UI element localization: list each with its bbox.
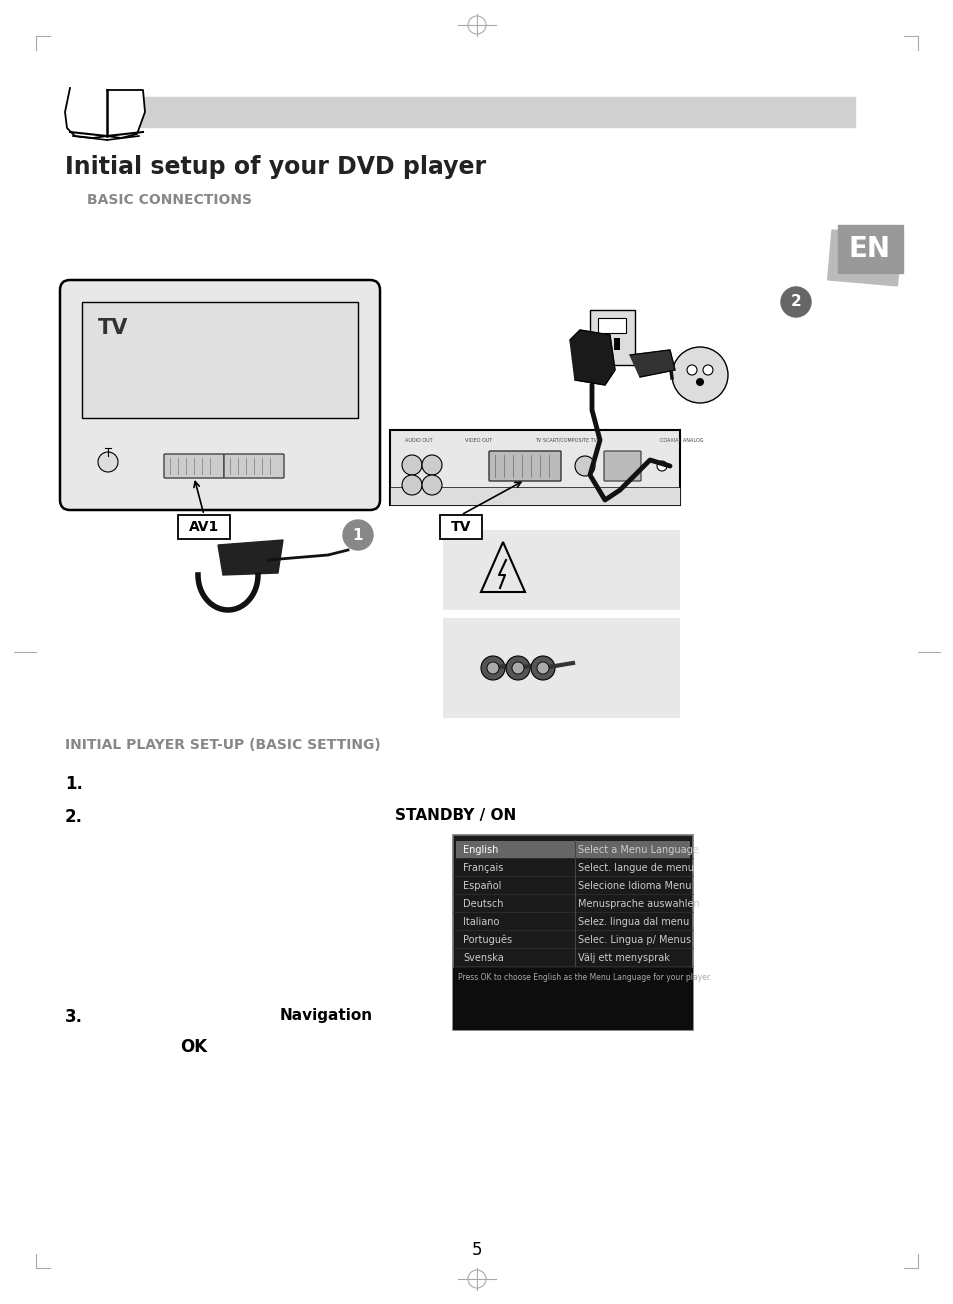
Text: AV1: AV1: [189, 520, 219, 535]
Bar: [827, 230, 901, 286]
Bar: [456, 841, 689, 858]
Circle shape: [98, 452, 118, 472]
Text: Selecione Idioma Menu: Selecione Idioma Menu: [578, 882, 691, 891]
Circle shape: [696, 378, 703, 386]
Circle shape: [531, 656, 555, 679]
Text: VIDEO OUT: VIDEO OUT: [464, 438, 492, 443]
Text: Svenska: Svenska: [462, 953, 503, 962]
Circle shape: [671, 347, 727, 403]
Circle shape: [781, 287, 810, 317]
Bar: [390, 486, 679, 505]
Bar: [439, 515, 481, 539]
Circle shape: [343, 520, 373, 550]
Text: Deutsch: Deutsch: [462, 898, 503, 909]
Text: Italiano: Italiano: [462, 917, 498, 927]
Circle shape: [505, 656, 530, 679]
Circle shape: [686, 365, 697, 376]
Bar: [178, 515, 230, 539]
Text: 2: 2: [790, 295, 801, 309]
Circle shape: [401, 455, 421, 475]
Text: Español: Español: [462, 882, 501, 891]
Text: COAXIAL ANALOG: COAXIAL ANALOG: [659, 438, 702, 443]
Bar: [390, 430, 679, 505]
Bar: [442, 529, 679, 610]
Bar: [614, 338, 619, 349]
Circle shape: [512, 662, 523, 674]
Text: 1: 1: [353, 528, 363, 542]
Polygon shape: [629, 349, 675, 377]
Text: Navigation: Navigation: [280, 1008, 373, 1024]
Text: Select a Menu Language: Select a Menu Language: [578, 845, 698, 855]
Circle shape: [657, 462, 666, 471]
Text: 5: 5: [471, 1241, 482, 1258]
Bar: [453, 968, 692, 1030]
FancyBboxPatch shape: [224, 454, 284, 479]
Polygon shape: [569, 330, 615, 385]
Text: TV SCART/COMPOSITE TV: TV SCART/COMPOSITE TV: [535, 438, 597, 443]
Polygon shape: [107, 90, 145, 138]
Bar: [589, 310, 635, 365]
Circle shape: [480, 656, 504, 679]
Text: English: English: [462, 845, 497, 855]
Polygon shape: [65, 87, 107, 138]
Text: AUDIO OUT: AUDIO OUT: [405, 438, 432, 443]
Bar: [82, 303, 357, 417]
Text: 1.: 1.: [65, 775, 83, 793]
Circle shape: [486, 662, 498, 674]
Polygon shape: [218, 540, 283, 575]
Text: Português: Português: [462, 935, 512, 945]
Bar: [128, 96, 854, 126]
Text: STANDBY / ON: STANDBY / ON: [395, 808, 516, 823]
Text: Selez. lingua dal menu: Selez. lingua dal menu: [578, 917, 688, 927]
Bar: [453, 835, 692, 1030]
Text: EN: EN: [848, 235, 890, 263]
Circle shape: [401, 475, 421, 496]
Text: INITIAL PLAYER SET-UP (BASIC SETTING): INITIAL PLAYER SET-UP (BASIC SETTING): [65, 738, 380, 752]
Text: BASIC CONNECTIONS: BASIC CONNECTIONS: [87, 193, 252, 207]
Text: Initial setup of your DVD player: Initial setup of your DVD player: [65, 155, 486, 179]
Text: Välj ett menysprak: Välj ett menysprak: [578, 953, 669, 962]
Text: OK: OK: [180, 1038, 207, 1056]
Text: Select. langue de menu: Select. langue de menu: [578, 863, 693, 872]
Circle shape: [421, 475, 441, 496]
FancyBboxPatch shape: [164, 454, 224, 479]
Circle shape: [702, 365, 712, 376]
FancyBboxPatch shape: [489, 451, 560, 481]
Circle shape: [537, 662, 548, 674]
Text: Menusprache auswahlen: Menusprache auswahlen: [578, 898, 699, 909]
Text: TV: TV: [451, 520, 471, 535]
Text: 2.: 2.: [65, 808, 83, 825]
Bar: [837, 226, 902, 273]
Text: Selec. Lingua p/ Menus: Selec. Lingua p/ Menus: [578, 935, 690, 945]
FancyBboxPatch shape: [603, 451, 640, 481]
Bar: [598, 318, 625, 333]
Text: Français: Français: [462, 863, 503, 872]
Text: Press OK to choose English as the Menu Language for your player.: Press OK to choose English as the Menu L…: [457, 973, 711, 982]
FancyBboxPatch shape: [60, 280, 379, 510]
Bar: [442, 618, 679, 719]
Circle shape: [575, 456, 595, 476]
Text: 3.: 3.: [65, 1008, 83, 1026]
Circle shape: [421, 455, 441, 475]
Bar: [603, 338, 609, 349]
Text: TV: TV: [98, 318, 129, 338]
